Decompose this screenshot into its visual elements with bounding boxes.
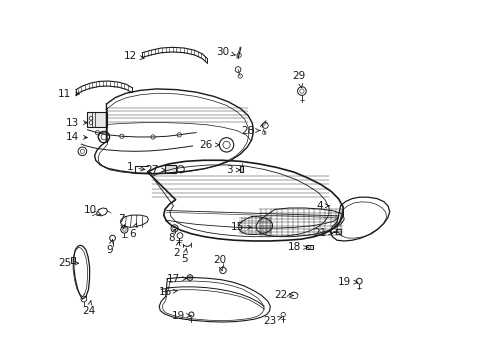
Text: 13: 13 — [65, 118, 87, 128]
Text: 29: 29 — [292, 71, 305, 87]
Text: 28: 28 — [241, 126, 260, 135]
Text: 24: 24 — [81, 301, 95, 316]
Text: 23: 23 — [262, 316, 281, 325]
Text: 27: 27 — [145, 165, 165, 175]
Circle shape — [297, 87, 305, 95]
Text: 18: 18 — [287, 242, 307, 252]
Bar — [70, 257, 75, 263]
Text: 15: 15 — [231, 222, 251, 232]
Circle shape — [109, 235, 115, 241]
Text: 12: 12 — [123, 51, 143, 61]
Circle shape — [219, 267, 226, 274]
Text: 16: 16 — [159, 287, 177, 297]
Text: 2: 2 — [173, 242, 180, 258]
Circle shape — [171, 225, 178, 232]
Text: 4: 4 — [316, 201, 328, 211]
Text: 30: 30 — [216, 46, 235, 57]
Circle shape — [356, 278, 362, 284]
Text: 22: 22 — [274, 291, 293, 301]
Text: 17: 17 — [166, 274, 186, 284]
Text: 25: 25 — [58, 258, 79, 268]
Text: 8: 8 — [168, 229, 175, 243]
Text: 7: 7 — [118, 214, 124, 229]
Bar — [164, 165, 175, 173]
Circle shape — [89, 117, 93, 120]
Text: 9: 9 — [106, 240, 113, 255]
Circle shape — [81, 296, 86, 302]
Circle shape — [78, 147, 86, 156]
Text: 11: 11 — [57, 89, 79, 99]
Bar — [335, 229, 341, 234]
Bar — [305, 245, 312, 249]
Circle shape — [219, 138, 233, 152]
Text: 14: 14 — [65, 132, 87, 142]
Circle shape — [98, 131, 109, 143]
Text: 21: 21 — [313, 228, 332, 238]
Text: 10: 10 — [83, 206, 101, 216]
Bar — [239, 166, 243, 172]
Text: 3: 3 — [226, 165, 240, 175]
Circle shape — [177, 233, 183, 238]
Text: 6: 6 — [129, 223, 137, 239]
Circle shape — [281, 312, 285, 317]
Bar — [87, 112, 107, 127]
Circle shape — [188, 312, 194, 317]
Text: 1: 1 — [126, 162, 144, 172]
Text: 5: 5 — [181, 248, 187, 264]
Circle shape — [89, 121, 93, 125]
Text: 20: 20 — [212, 255, 225, 271]
Circle shape — [121, 226, 128, 233]
Circle shape — [177, 166, 184, 173]
Text: 19: 19 — [172, 311, 191, 320]
Circle shape — [187, 275, 192, 280]
Text: 19: 19 — [337, 277, 357, 287]
Text: 26: 26 — [199, 140, 219, 150]
